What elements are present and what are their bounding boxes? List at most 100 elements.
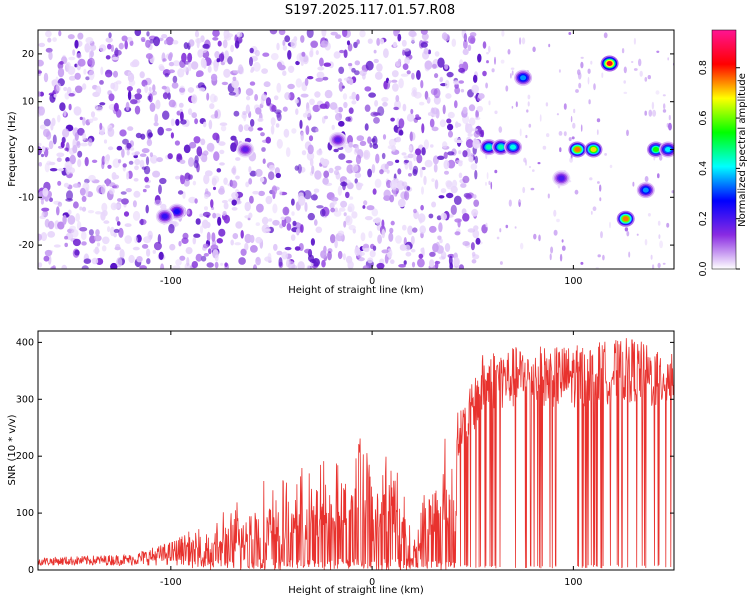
noise-blob <box>477 53 482 63</box>
noise-blob <box>85 37 94 44</box>
noise-blob <box>355 93 360 102</box>
noise-blob <box>479 130 484 138</box>
noise-blob <box>474 155 478 164</box>
noise-blob <box>82 83 87 90</box>
noise-blob <box>195 253 203 262</box>
noise-blob <box>442 141 448 149</box>
noise-blob <box>44 218 50 228</box>
noise-blob <box>470 242 475 251</box>
noise-blob <box>323 62 332 67</box>
noise-blob <box>448 255 453 266</box>
noise-blob <box>337 250 343 260</box>
noise-blob <box>270 125 275 135</box>
noise-blob <box>351 211 358 219</box>
noise-blob <box>360 232 366 242</box>
noise-blob <box>108 93 115 102</box>
noise-blob <box>162 58 167 62</box>
noise-blob <box>248 178 253 185</box>
noise-blob <box>44 196 49 202</box>
noise-blob <box>141 244 149 249</box>
noise-blob <box>178 240 182 247</box>
noise-blob <box>47 37 52 43</box>
noise-blob <box>388 232 394 242</box>
noise-blob <box>402 224 407 231</box>
noise-blob <box>208 119 213 130</box>
noise-blob <box>105 73 112 78</box>
noise-blob <box>499 261 503 265</box>
noise-blob <box>295 60 300 66</box>
noise-blob <box>196 70 204 77</box>
noise-blob <box>158 184 162 195</box>
noise-blob <box>371 138 376 143</box>
noise-blob <box>130 61 138 68</box>
colorbar-tick-label: 0.4 <box>698 161 709 176</box>
noise-blob <box>659 240 663 249</box>
noise-blob <box>105 37 113 43</box>
noise-blob <box>136 256 143 263</box>
noise-blob <box>334 239 338 249</box>
noise-blob <box>101 245 107 252</box>
noise-blob <box>355 154 362 165</box>
noise-blob <box>316 149 323 156</box>
noise-blob <box>182 232 189 240</box>
noise-blob <box>432 243 439 253</box>
noise-blob <box>200 255 207 262</box>
noise-blob <box>310 194 318 201</box>
noise-blob <box>386 169 390 174</box>
noise-blob <box>222 39 228 49</box>
noise-blob <box>431 178 435 183</box>
noise-blob <box>38 59 44 67</box>
noise-blob <box>72 144 78 154</box>
noise-blob <box>234 40 240 49</box>
noise-blob <box>221 81 229 86</box>
noise-blob <box>553 209 557 217</box>
noise-blob <box>108 182 116 188</box>
noise-blob <box>284 35 291 43</box>
noise-blob <box>107 127 115 137</box>
noise-blob <box>127 90 132 101</box>
noise-blob <box>351 164 359 173</box>
noise-blob <box>282 45 288 51</box>
noise-blob <box>526 109 529 113</box>
noise-blob <box>471 128 478 132</box>
noise-blob <box>498 126 503 133</box>
noise-blob <box>153 122 159 127</box>
noise-blob <box>343 101 348 109</box>
noise-blob <box>141 38 146 43</box>
noise-blob <box>213 62 219 72</box>
noise-blob <box>333 169 340 176</box>
noise-blob <box>188 39 195 47</box>
noise-blob <box>165 128 172 132</box>
noise-blob <box>395 60 401 67</box>
noise-blob <box>171 82 179 89</box>
noise-blob <box>269 30 278 35</box>
noise-blob <box>508 199 512 207</box>
noise-blob <box>220 125 227 132</box>
spectral-peak <box>590 147 597 152</box>
noise-blob <box>231 192 239 199</box>
noise-blob <box>458 80 464 84</box>
noise-blob <box>41 212 45 218</box>
noise-blob <box>310 262 314 267</box>
noise-blob <box>424 60 433 70</box>
noise-blob <box>85 187 89 197</box>
noise-blob <box>505 85 509 92</box>
noise-blob <box>373 49 377 54</box>
noise-blob <box>262 158 266 164</box>
noise-blob <box>234 138 239 149</box>
noise-blob <box>345 215 351 223</box>
noise-blob <box>280 216 286 221</box>
noise-blob <box>467 133 473 137</box>
noise-blob <box>211 232 216 243</box>
noise-blob <box>507 49 511 55</box>
noise-blob <box>83 258 92 265</box>
noise-blob <box>230 44 235 53</box>
noise-blob <box>145 156 150 166</box>
noise-blob <box>389 194 395 203</box>
noise-blob <box>79 206 83 211</box>
noise-blob <box>38 91 41 97</box>
noise-blob <box>539 114 542 122</box>
noise-blob <box>476 105 483 113</box>
noise-blob <box>81 241 87 246</box>
noise-blob <box>532 46 536 53</box>
